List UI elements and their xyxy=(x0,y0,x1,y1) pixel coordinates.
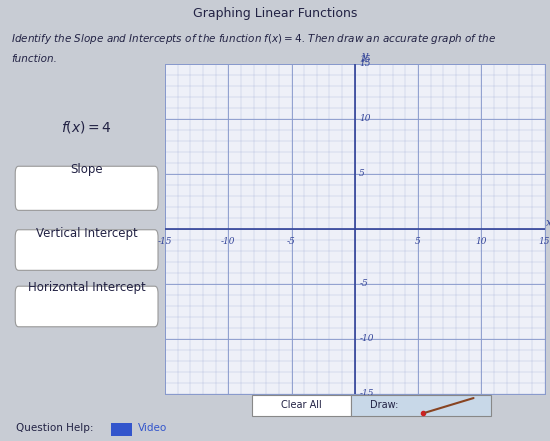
Text: 15: 15 xyxy=(539,236,550,246)
Text: 15: 15 xyxy=(359,55,371,64)
Text: function.: function. xyxy=(11,54,57,64)
Text: -15: -15 xyxy=(359,389,373,398)
Text: 10: 10 xyxy=(359,114,371,123)
FancyBboxPatch shape xyxy=(252,395,351,416)
Text: -10: -10 xyxy=(359,334,373,344)
Text: Vertical Intercept: Vertical Intercept xyxy=(36,227,138,240)
FancyBboxPatch shape xyxy=(15,286,158,327)
FancyBboxPatch shape xyxy=(15,166,158,210)
Text: $f(x) = 4$: $f(x) = 4$ xyxy=(61,120,112,135)
Text: Video: Video xyxy=(138,422,167,433)
Text: x: x xyxy=(546,218,550,228)
Text: Horizontal Intercept: Horizontal Intercept xyxy=(28,281,146,295)
Text: 5: 5 xyxy=(415,236,421,246)
Text: -5: -5 xyxy=(359,279,368,288)
Text: -10: -10 xyxy=(221,236,235,246)
Text: -5: -5 xyxy=(287,236,296,246)
Text: 15: 15 xyxy=(359,60,371,68)
Text: 10: 10 xyxy=(476,236,487,246)
Text: Slope: Slope xyxy=(70,163,103,176)
FancyBboxPatch shape xyxy=(351,395,491,416)
Bar xyxy=(111,423,132,436)
Text: 5: 5 xyxy=(359,169,365,179)
Text: Graphing Linear Functions: Graphing Linear Functions xyxy=(193,7,357,20)
Text: y: y xyxy=(361,51,367,61)
FancyBboxPatch shape xyxy=(15,230,158,270)
Text: Identify the Slope and Intercepts of the function $f(x) = 4$. Then draw an accur: Identify the Slope and Intercepts of the… xyxy=(11,32,496,46)
Text: Clear All: Clear All xyxy=(281,400,322,410)
Text: Question Help:: Question Help: xyxy=(16,422,94,433)
Text: -15: -15 xyxy=(158,236,172,246)
Text: Draw:: Draw: xyxy=(370,400,398,410)
